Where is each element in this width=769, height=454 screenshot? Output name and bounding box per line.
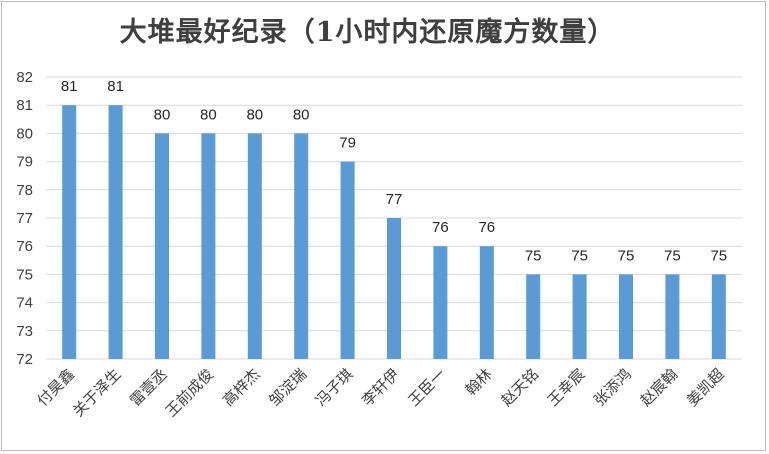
data-labels: 81 81 80 80 80 80 79 77 76 76 75 75 75 75 75: [61, 78, 727, 264]
x-tick-label-2: 雷壹丞: [126, 365, 171, 410]
x-tick-label-11: 王幸宸: [544, 365, 589, 410]
bar-10: [526, 274, 541, 359]
bar-1: [108, 105, 123, 359]
data-label-3: 80: [200, 106, 217, 123]
x-tick-label-0: 付昊鑫: [33, 365, 78, 410]
bar-11: [572, 274, 587, 359]
data-label-11: 75: [571, 247, 588, 264]
bar-2: [155, 133, 169, 359]
x-tick-label-7: 李轩伊: [358, 365, 403, 410]
x-tick-label-14: 姜凯超: [683, 365, 728, 410]
data-label-12: 75: [618, 247, 635, 264]
x-tick-label-5: 邹淀瑞: [265, 365, 310, 410]
x-tick-label-12: 张添鸿: [590, 365, 635, 410]
y-tick-label-76: 76: [16, 238, 33, 255]
x-tick-label-10: 赵天铭: [497, 365, 542, 410]
bar-5: [294, 133, 309, 359]
y-tick-label-79: 79: [16, 154, 33, 171]
y-tick-label-72: 72: [16, 351, 33, 368]
y-tick-label-77: 77: [16, 210, 33, 227]
y-tick-label-74: 74: [16, 295, 33, 312]
data-label-13: 75: [664, 247, 681, 264]
bar-3: [201, 133, 216, 359]
bar-9: [479, 246, 494, 359]
data-label-4: 80: [246, 106, 263, 123]
y-tick-label-81: 81: [16, 97, 33, 114]
data-label-1: 81: [107, 78, 124, 95]
x-tick-label-9: 翰林: [462, 365, 496, 399]
bar-14: [711, 274, 726, 359]
data-label-0: 81: [61, 78, 78, 95]
bar-4: [247, 133, 262, 359]
data-label-8: 76: [432, 219, 449, 236]
y-tick-label-78: 78: [16, 182, 33, 199]
data-label-2: 80: [154, 106, 171, 123]
y-tick-label-82: 82: [16, 69, 33, 86]
data-label-14: 75: [710, 247, 727, 264]
data-label-7: 77: [386, 191, 403, 208]
bar-12: [619, 274, 633, 359]
bar-13: [665, 274, 680, 359]
bar-0: [62, 105, 77, 359]
bar-6: [340, 161, 355, 359]
bar-8: [433, 246, 448, 359]
bars: [62, 105, 726, 359]
y-axis-ticks: 72 73 74 75 76 77 78 79 80 81 82: [16, 69, 33, 368]
x-tick-label-13: 赵宸翰: [637, 365, 682, 410]
y-tick-label-73: 73: [16, 323, 33, 340]
x-tick-label-3: 王前成俊: [162, 365, 217, 420]
x-tick-label-4: 高梓杰: [219, 365, 264, 410]
bar-7: [387, 218, 401, 359]
data-label-10: 75: [525, 247, 542, 264]
chart-title: 大堆最好纪录（1小时内还原魔方数量）: [119, 17, 616, 48]
data-label-9: 76: [478, 219, 495, 236]
y-tick-label-75: 75: [16, 266, 33, 283]
data-label-6: 79: [339, 135, 356, 152]
data-label-5: 80: [293, 106, 310, 123]
y-tick-label-80: 80: [16, 125, 33, 142]
x-tick-label-1: 关于泽生: [69, 365, 124, 420]
x-tick-label-8: 王臣一: [405, 365, 450, 410]
x-tick-label-6: 冯子琪: [312, 365, 357, 410]
